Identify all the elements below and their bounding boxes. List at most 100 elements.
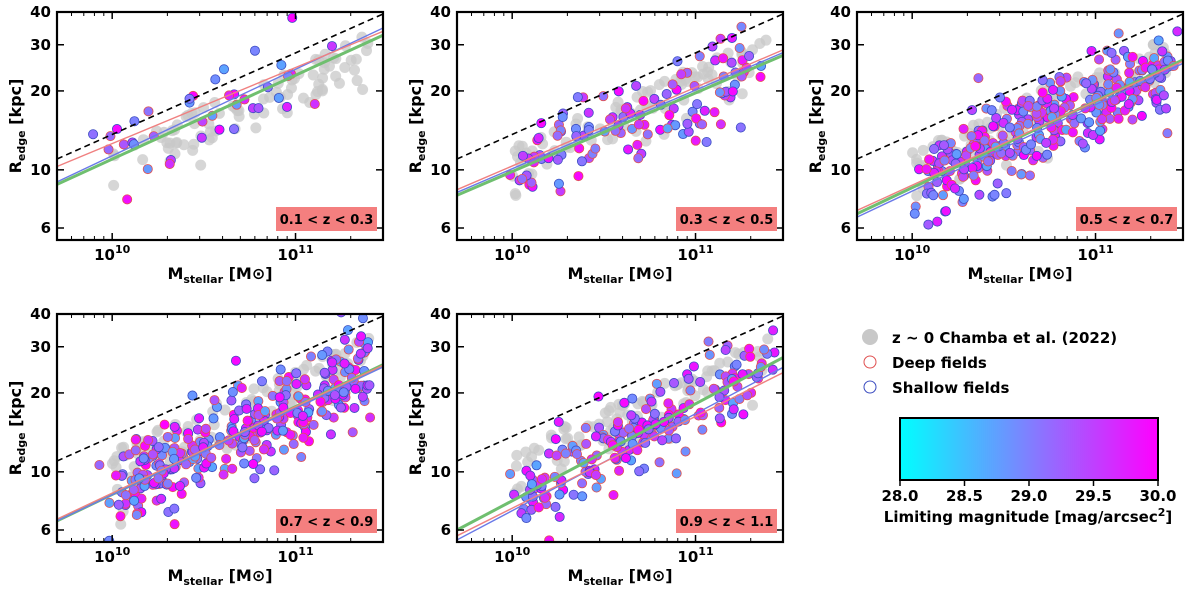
galaxy-point	[664, 110, 675, 121]
galaxy-point	[633, 119, 644, 130]
redshift-label: 0.3 < z < 0.5	[680, 213, 774, 228]
galaxy-point	[554, 489, 565, 500]
galaxy-point	[1103, 79, 1114, 90]
y-tick-label: 10	[30, 463, 51, 481]
galaxy-point	[983, 156, 994, 167]
y-axis-label: Redge [kpc]	[6, 79, 28, 174]
galaxy-point	[336, 314, 346, 318]
galaxy-point	[365, 412, 376, 423]
reference-point	[911, 153, 923, 165]
galaxy-point	[691, 113, 702, 124]
galaxy-point	[576, 156, 587, 167]
galaxy-point	[1023, 100, 1034, 111]
reference-point	[510, 460, 522, 472]
galaxy-point	[690, 135, 701, 146]
galaxy-point	[208, 413, 219, 424]
galaxy-point	[657, 435, 668, 446]
galaxy-point	[620, 103, 631, 114]
y-tick-label: 6	[441, 219, 451, 237]
y-tick-label: 30	[830, 36, 851, 54]
galaxy-point	[594, 422, 605, 433]
galaxy-point	[620, 453, 631, 464]
galaxy-point	[745, 351, 756, 362]
galaxy-point	[661, 89, 672, 100]
deep-fit-line	[457, 49, 783, 191]
x-tick-label: 1011	[677, 545, 713, 566]
y-tick-label: 10	[430, 463, 451, 481]
redshift-label-box	[676, 509, 777, 533]
galaxy-point	[200, 423, 211, 434]
galaxy-point	[551, 450, 562, 461]
galaxy-point	[269, 465, 280, 476]
y-axis-label: Redge [kpc]	[6, 381, 28, 476]
galaxy-point	[1157, 46, 1168, 57]
reference-point	[108, 179, 120, 191]
y-tick-label: 10	[830, 161, 851, 179]
galaxy-point	[249, 435, 260, 446]
galaxy-point	[288, 439, 299, 450]
galaxy-point	[227, 387, 238, 398]
x-tick-label: 1011	[277, 243, 313, 264]
galaxy-point	[988, 121, 999, 132]
galaxy-point	[1077, 138, 1088, 149]
legend-label-reference: z ~ 0 Chamba et al. (2022)	[892, 329, 1117, 347]
galaxy-point	[159, 419, 170, 430]
panel-plot-area	[457, 315, 783, 542]
y-tick-label: 40	[430, 3, 451, 21]
galaxy-point	[120, 490, 131, 501]
galaxy-point	[194, 413, 205, 424]
galaxy-point	[950, 183, 961, 194]
galaxy-point	[715, 33, 726, 44]
galaxy-point	[623, 144, 634, 155]
galaxy-point	[550, 501, 561, 512]
reference-point	[195, 159, 207, 171]
reference-point	[573, 431, 585, 443]
galaxy-point	[249, 473, 260, 484]
reference-point	[533, 444, 545, 456]
galaxy-point	[695, 377, 706, 388]
galaxy-point	[349, 402, 360, 413]
galaxy-point	[335, 402, 346, 413]
reference-point	[706, 69, 718, 81]
galaxy-point	[327, 41, 338, 52]
reference-point	[333, 77, 345, 89]
shallow-fit-line	[457, 51, 783, 194]
galaxy-point	[347, 427, 358, 438]
y-tick-label: 6	[441, 521, 451, 539]
galaxy-point	[248, 458, 259, 469]
galaxy-point	[568, 489, 579, 500]
reference-point	[917, 144, 929, 156]
galaxy-point	[1095, 125, 1106, 136]
y-tick-label: 6	[41, 521, 51, 539]
galaxy-point	[1113, 28, 1124, 39]
galaxy-point	[1007, 104, 1018, 115]
galaxy-point	[1048, 84, 1059, 95]
galaxy-point	[256, 426, 267, 437]
shallow-fit-line	[857, 62, 1183, 218]
galaxy-point	[979, 135, 990, 146]
galaxy-point	[1049, 103, 1060, 114]
galaxy-point	[654, 457, 665, 468]
galaxy-point	[130, 445, 141, 456]
reference-point	[357, 84, 369, 96]
galaxy-point	[638, 95, 649, 106]
galaxy-point	[1161, 103, 1172, 114]
y-axis-label: Redge [kpc]	[806, 79, 828, 174]
galaxy-point	[634, 466, 645, 477]
galaxy-point	[1113, 113, 1124, 124]
galaxy-point	[736, 21, 747, 32]
galaxy-point	[191, 472, 202, 483]
galaxy-point	[632, 139, 643, 150]
redshift-label: 0.9 < z < 1.1	[680, 515, 774, 530]
galaxy-point	[560, 448, 571, 459]
x-axis-label: Mstellar [M⊙]	[167, 264, 272, 286]
reference-point	[511, 449, 523, 461]
galaxy-point	[517, 173, 528, 184]
galaxy-point	[1097, 114, 1108, 125]
galaxy-point	[986, 105, 997, 116]
colorbar-tick-label: 30.0	[1139, 487, 1176, 505]
